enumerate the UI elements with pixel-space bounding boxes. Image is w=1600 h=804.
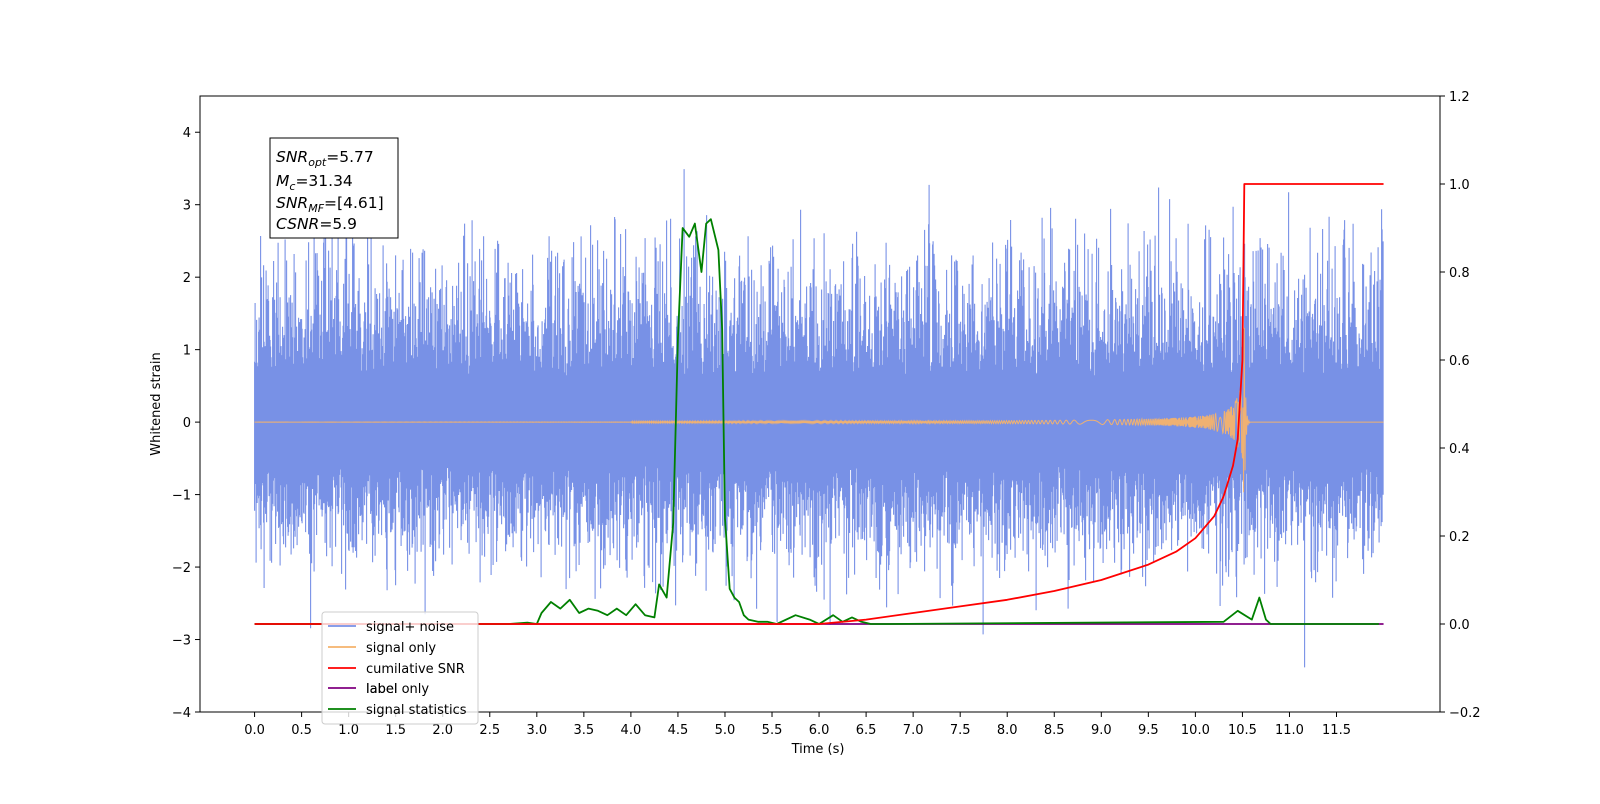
left-y-tick-label: −1 — [172, 489, 191, 504]
right-y-tick-label: 0.0 — [1449, 618, 1470, 633]
right-y-tick-label: 0.2 — [1449, 530, 1470, 545]
left-y-tick-label: 4 — [183, 126, 191, 141]
x-tick-label: 11.5 — [1322, 723, 1351, 738]
x-tick-label: 2.0 — [432, 723, 453, 738]
series-cumilative-snr-line — [254, 183, 1384, 625]
right-y-tick-label: 0.8 — [1449, 266, 1470, 281]
x-tick-label: 7.5 — [950, 723, 971, 738]
right-y-tick-label: 1.0 — [1449, 178, 1470, 193]
right-y-tick-label: 0.6 — [1449, 354, 1470, 369]
legend: signal+ noise signal only cumilative SNR la… — [321, 611, 479, 725]
x-tick-label: 8.5 — [1044, 723, 1065, 738]
left-y-tick-label: 3 — [183, 199, 191, 214]
annotation-subscript: MF — [308, 202, 324, 215]
x-tick-label: 10.0 — [1181, 723, 1210, 738]
x-tick-label: 10.5 — [1228, 723, 1257, 738]
annotation-subscript: c — [289, 180, 295, 193]
annotation-value: =5.9 — [319, 215, 357, 233]
x-axis-label: Time (s) — [791, 742, 845, 757]
x-tick-label: 2.5 — [479, 723, 500, 738]
x-tick-label: 3.0 — [526, 723, 547, 738]
x-tick-label: 1.5 — [385, 723, 406, 738]
series-layer — [254, 169, 1384, 668]
x-tick-label: 4.0 — [621, 723, 642, 738]
annotation-line: SNRopt=5.77 — [276, 148, 374, 169]
annotation-value: =[4.61] — [324, 194, 384, 212]
x-tick-label: 8.0 — [997, 723, 1018, 738]
annotation-line: SNRMF=[4.61] — [276, 194, 384, 215]
x-tick-label: 6.0 — [809, 723, 830, 738]
legend-label-label-only: label only — [366, 682, 429, 697]
annotation-symbol: CSNR — [276, 215, 319, 233]
left-y-tick-label: −3 — [172, 634, 191, 649]
annotation-value: =31.34 — [295, 172, 352, 190]
x-tick-label: 0.0 — [244, 723, 265, 738]
x-tick-label: 0.5 — [291, 723, 312, 738]
x-tick-label: 4.5 — [668, 723, 689, 738]
annotation-symbol: SNR — [276, 148, 308, 166]
plot-frame — [199, 95, 1441, 713]
x-tick-label: 9.0 — [1091, 723, 1112, 738]
x-tick-label: 11.0 — [1275, 723, 1304, 738]
left-y-tick-label: 2 — [183, 271, 191, 286]
left-y-tick-label: 0 — [183, 416, 191, 431]
series-signal-statistics-line — [254, 218, 1379, 625]
y-axis-label: Whitened strain — [149, 352, 164, 455]
right-y-tick-label: −0.2 — [1449, 706, 1481, 721]
x-tick-label: 9.5 — [1138, 723, 1159, 738]
left-y-tick-label: −4 — [172, 706, 191, 721]
right-y-tick-label: 0.4 — [1449, 442, 1470, 457]
annotation-symbol: M — [276, 172, 289, 190]
annotation-line: Mc=31.34 — [276, 172, 353, 193]
annotation-value: =5.77 — [326, 148, 374, 166]
series-signal-only-line — [254, 327, 1384, 493]
legend-label-signal-only: signal only — [366, 641, 436, 656]
legend-label-signal-noise: signal+ noise — [366, 620, 454, 635]
x-tick-label: 5.5 — [762, 723, 783, 738]
legend-label-label: label — [366, 682, 397, 697]
legend-frame — [321, 611, 479, 725]
x-tick-label: 6.5 — [856, 723, 877, 738]
annotation-frame — [269, 137, 399, 239]
x-axis: 0.0 0.5 1.0 1.5 2.0 2.5 3.0 3.5 4.0 4.5 5.0 5.5 6.0 6… — [244, 712, 1351, 738]
left-y-tick-label: −2 — [172, 561, 191, 576]
legend-label-signal-statistics: signal statistics — [366, 703, 467, 718]
left-y-tick-label: 1 — [183, 344, 191, 359]
annotation-subscript: opt — [308, 156, 327, 169]
annotation-line: CSNR=5.9 — [276, 215, 357, 233]
x-tick-label: 3.5 — [574, 723, 595, 738]
left-y-axis: 4 3 2 1 0 −1 −2 −3 −4 — [172, 126, 200, 721]
annotation-symbol: SNR — [276, 194, 308, 212]
series-signal-noise-line — [254, 169, 1384, 668]
legend-label-cumilative-snr: cumilative SNR — [366, 662, 465, 677]
x-tick-label: 7.0 — [903, 723, 924, 738]
x-tick-label: 5.0 — [715, 723, 736, 738]
x-tick-label: 1.0 — [338, 723, 359, 738]
right-y-tick-label: 1.2 — [1449, 90, 1470, 105]
right-y-axis: 1.2 1.0 0.8 0.6 0.4 0.2 0.0 −0.2 — [1440, 90, 1481, 721]
